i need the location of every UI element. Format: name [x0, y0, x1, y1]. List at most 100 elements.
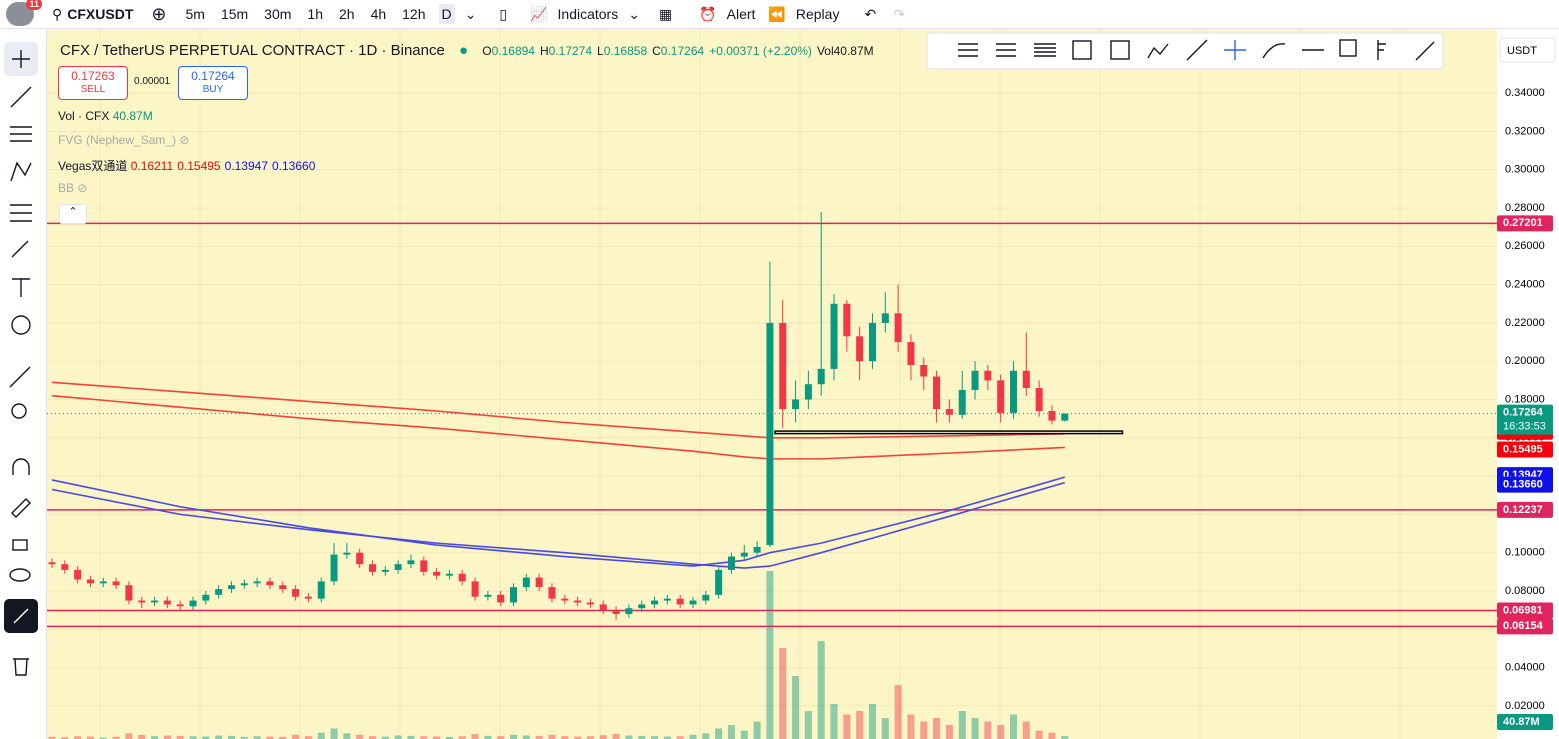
- ohlc-value: 0.16894: [491, 44, 535, 58]
- ft-4[interactable]: [1072, 40, 1092, 60]
- layouts[interactable]: ▦: [658, 5, 673, 22]
- candle-body: [48, 562, 56, 565]
- tool-brush[interactable]: [11, 240, 29, 258]
- ft-9[interactable]: [1262, 43, 1286, 59]
- interval[interactable]: 4h: [370, 6, 387, 22]
- candle-body: [240, 583, 248, 586]
- tool-ruler[interactable]: [9, 366, 31, 388]
- volume-bar: [497, 736, 505, 739]
- candle-body: [651, 600, 659, 605]
- search-icon[interactable]: ⚲: [52, 5, 63, 22]
- interval[interactable]: 12h: [402, 6, 426, 22]
- bb-legend: BB ⊘: [58, 181, 87, 195]
- candle-body: [715, 569, 723, 595]
- sell-button[interactable]: 0.17263 SELL: [58, 66, 128, 100]
- indicators[interactable]: Indicators: [557, 6, 619, 22]
- ohlc-label: C: [652, 44, 661, 58]
- alert-icon[interactable]: ⏰: [699, 5, 717, 22]
- candle-body: [804, 384, 812, 400]
- tool-zoom[interactable]: [11, 403, 27, 419]
- chart-type[interactable]: ▯: [499, 5, 508, 22]
- y-tick-label: 0.24000: [1505, 279, 1545, 291]
- volume-bar: [522, 735, 530, 739]
- tool-fib[interactable]: [10, 126, 32, 142]
- tool-magnet[interactable]: [12, 458, 30, 475]
- candle-body: [625, 608, 633, 614]
- vegas-line: [51, 381, 1065, 439]
- candle-body: [907, 342, 915, 366]
- spread: 0.00001: [134, 76, 171, 87]
- collapse-legend[interactable]: ⌃: [59, 204, 87, 224]
- candle-body: [971, 370, 979, 390]
- symbol-title: CFX / TetherUS PERPETUAL CONTRACT · 1D ·…: [60, 42, 445, 59]
- ft-8[interactable]: [1224, 40, 1246, 60]
- volume-bar: [240, 736, 248, 739]
- tool-lock[interactable]: [12, 539, 28, 551]
- tool-cross[interactable]: [12, 50, 30, 68]
- candle-body: [599, 604, 607, 611]
- ft-3[interactable]: [1034, 43, 1056, 57]
- chart: 0.020000.040000.060000.080000.100000.120…: [47, 29, 1559, 739]
- add-symbol[interactable]: ⊕: [151, 3, 167, 24]
- y-tick-label: 0.20000: [1505, 355, 1545, 367]
- volume-bar: [163, 735, 171, 739]
- redo[interactable]: ↷: [893, 5, 905, 22]
- undo[interactable]: ↶: [864, 5, 877, 22]
- volume-bar: [548, 734, 556, 739]
- candle-body: [997, 380, 1005, 413]
- interval[interactable]: 30m: [264, 6, 292, 22]
- interval[interactable]: 2h: [338, 6, 355, 22]
- volume-bar: [933, 718, 941, 739]
- candle-body: [189, 600, 197, 607]
- candle-body: [522, 577, 530, 588]
- interval[interactable]: 1h: [307, 6, 323, 22]
- currency-box[interactable]: [1499, 37, 1556, 63]
- interval[interactable]: 5m: [185, 6, 205, 22]
- ohlc-value: 0.16858: [603, 44, 648, 58]
- vegas-value: 0.16211: [130, 159, 174, 173]
- volume-bar: [715, 728, 723, 739]
- tool-pattern[interactable]: [10, 161, 32, 182]
- ft-13[interactable]: [1415, 41, 1435, 61]
- y-tick-label: 0.32000: [1505, 125, 1545, 137]
- ft-12[interactable]: [1377, 40, 1386, 60]
- price-label-bg: [1497, 501, 1553, 518]
- ft-1[interactable]: [958, 43, 978, 57]
- alert[interactable]: Alert: [726, 6, 756, 22]
- candle-body: [202, 594, 210, 601]
- price-label-bg: [1497, 215, 1553, 232]
- tool-line[interactable]: [10, 86, 32, 108]
- price-label: 40.87M: [1503, 716, 1540, 728]
- candle-body: [856, 336, 864, 362]
- interval[interactable]: D: [438, 4, 455, 24]
- tool-trash[interactable]: [13, 658, 29, 676]
- candle-body: [753, 546, 761, 553]
- ft-5[interactable]: [1110, 40, 1130, 60]
- buy-button[interactable]: 0.17264 BUY: [178, 66, 248, 100]
- symbol[interactable]: CFXUSDT: [67, 6, 134, 22]
- volume-bar: [112, 736, 120, 739]
- tool-forecast[interactable]: [10, 204, 32, 222]
- price-label: 0.13660: [1503, 479, 1543, 491]
- replay[interactable]: Replay: [795, 6, 840, 22]
- replay-icon[interactable]: ⏪: [768, 5, 786, 22]
- ft-11[interactable]: [1339, 39, 1357, 57]
- candle-body: [920, 365, 928, 377]
- tool-hide[interactable]: [9, 568, 31, 582]
- eye-off[interactable]: ⊘: [77, 181, 88, 195]
- tool-stay[interactable]: [11, 498, 31, 518]
- tool-text[interactable]: [12, 278, 30, 297]
- avatar[interactable]: 11: [6, 0, 42, 26]
- eye-off[interactable]: ⊘: [179, 133, 190, 147]
- indicators-menu[interactable]: ⌄: [628, 5, 640, 22]
- interval[interactable]: 15m: [220, 6, 249, 22]
- ft-6[interactable]: [1147, 43, 1169, 59]
- interval-menu[interactable]: ⌄: [464, 5, 477, 22]
- ft-7[interactable]: [1186, 39, 1208, 61]
- candle-body: [61, 564, 69, 570]
- indicators-icon[interactable]: 📈: [530, 5, 548, 22]
- tool-emoji[interactable]: [11, 315, 31, 335]
- candle-body: [433, 571, 441, 576]
- volume-bar: [86, 736, 94, 739]
- ft-2[interactable]: [996, 43, 1016, 57]
